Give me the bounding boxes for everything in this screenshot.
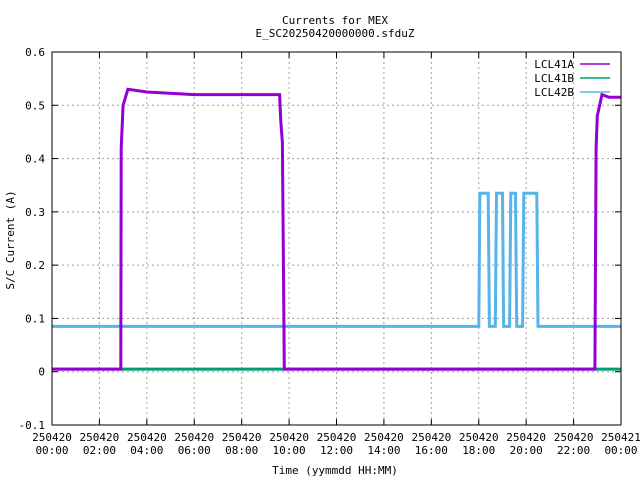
y-tick-label: 0 bbox=[38, 366, 45, 379]
x-tick-date-label: 250420 bbox=[317, 431, 357, 444]
x-tick-date-label: 250420 bbox=[80, 431, 120, 444]
series-line-lcl42b bbox=[52, 191, 621, 328]
x-tick-time-label: 14:00 bbox=[367, 444, 400, 457]
x-tick-date-label: 250420 bbox=[364, 431, 404, 444]
y-tick-label: 0.4 bbox=[25, 153, 45, 166]
x-tick-date-label: 250420 bbox=[554, 431, 594, 444]
x-axis-label: Time (yymmdd HH:MM) bbox=[272, 464, 398, 477]
x-tick-date-label: 250420 bbox=[222, 431, 262, 444]
x-tick-time-label: 04:00 bbox=[130, 444, 163, 457]
x-tick-time-label: 00:00 bbox=[35, 444, 68, 457]
legend-label-lcl42b: LCL42B bbox=[534, 86, 574, 99]
y-tick-label: 0.3 bbox=[25, 206, 45, 219]
x-tick-time-label: 18:00 bbox=[462, 444, 495, 457]
x-tick-time-label: 06:00 bbox=[178, 444, 211, 457]
x-tick-date-label: 250420 bbox=[269, 431, 309, 444]
x-tick-time-label: 20:00 bbox=[510, 444, 543, 457]
x-tick-time-label: 22:00 bbox=[557, 444, 590, 457]
x-ticks: 25042000:0025042002:0025042004:002504200… bbox=[32, 52, 640, 457]
x-tick-date-label: 250420 bbox=[32, 431, 72, 444]
plot-lines bbox=[52, 87, 621, 371]
chart-subtitle: E_SC20250420000000.sfduZ bbox=[256, 27, 415, 40]
y-tick-label: 0.1 bbox=[25, 312, 45, 325]
legend-label-lcl41a: LCL41A bbox=[534, 58, 574, 71]
legend-label-lcl41b: LCL41B bbox=[534, 72, 574, 85]
y-axis-label: S/C Current (A) bbox=[4, 190, 17, 289]
series-line-lcl41a bbox=[52, 87, 621, 371]
x-tick-date-label: 250420 bbox=[127, 431, 167, 444]
x-tick-date-label: 250420 bbox=[411, 431, 451, 444]
x-tick-time-label: 10:00 bbox=[273, 444, 306, 457]
x-tick-date-label: 250420 bbox=[506, 431, 546, 444]
y-tick-label: 0.2 bbox=[25, 259, 45, 272]
x-tick-time-label: 08:00 bbox=[225, 444, 258, 457]
x-tick-time-label: 02:00 bbox=[83, 444, 116, 457]
x-tick-time-label: 16:00 bbox=[415, 444, 448, 457]
y-tick-label: 0.6 bbox=[25, 46, 45, 59]
x-tick-time-label: 12:00 bbox=[320, 444, 353, 457]
x-tick-time-label: 00:00 bbox=[604, 444, 637, 457]
x-tick-date-label: 250421 bbox=[601, 431, 640, 444]
x-tick-date-label: 250420 bbox=[459, 431, 499, 444]
y-tick-label: -0.1 bbox=[19, 419, 46, 432]
x-tick-date-label: 250420 bbox=[174, 431, 214, 444]
chart-title: Currents for MEX bbox=[282, 14, 388, 27]
y-ticks: -0.1 0 0.1 0.2 0.3 0.4 0.5 0.6 bbox=[19, 46, 621, 432]
y-tick-label: 0.5 bbox=[25, 99, 45, 112]
